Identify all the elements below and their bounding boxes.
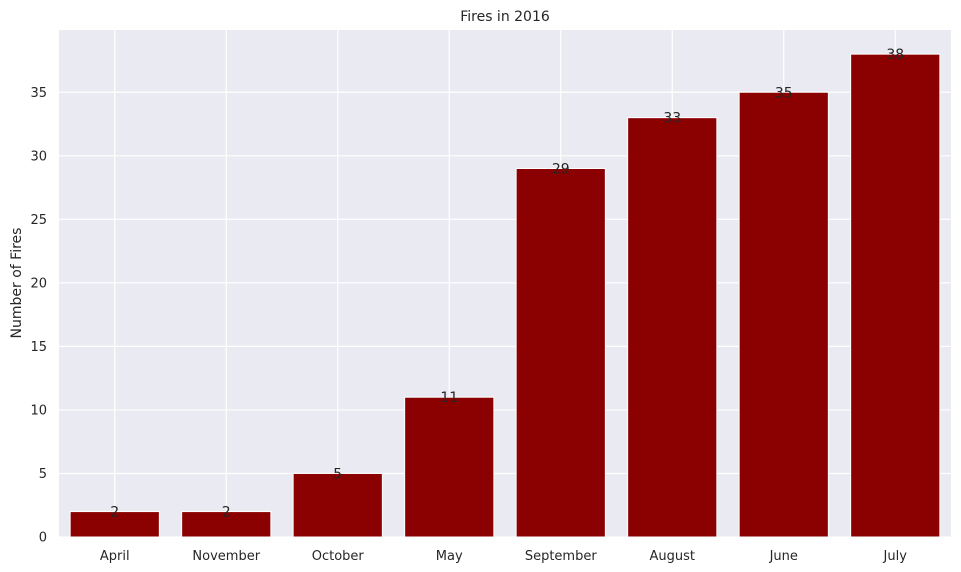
bar: [738, 91, 829, 538]
bar: [627, 117, 718, 538]
y-tick-label: 20: [30, 276, 47, 291]
x-tick-label: September: [525, 549, 598, 564]
bar: [69, 511, 160, 538]
y-tick-label: 35: [30, 86, 47, 101]
x-tick-label: June: [769, 549, 798, 564]
data-label: 11: [440, 390, 458, 406]
x-tick-label: August: [650, 549, 696, 564]
y-tick-label: 15: [30, 340, 47, 355]
data-label: 2: [222, 505, 231, 521]
data-label: 5: [333, 466, 342, 482]
data-label: 33: [663, 111, 681, 127]
bar: [515, 168, 606, 538]
bars: [69, 53, 941, 538]
data-labels: 2 2 5 11 29 33 35 38: [110, 47, 904, 520]
data-label: 38: [886, 47, 904, 63]
bar: [181, 511, 272, 538]
x-tick-label: May: [436, 549, 463, 564]
bar: [292, 472, 383, 538]
y-tick-label: 10: [30, 403, 47, 418]
y-tick-label: 25: [30, 213, 47, 228]
y-axis-label: Number of Fires: [9, 228, 25, 339]
data-label: 2: [110, 505, 119, 521]
x-tick-label: November: [192, 549, 260, 564]
x-tick-label: April: [100, 549, 130, 564]
data-label: 35: [775, 85, 793, 101]
chart-title: Fires in 2016: [460, 9, 550, 25]
y-tick-label: 0: [39, 531, 47, 546]
data-label: 29: [552, 162, 570, 178]
bar: [404, 396, 495, 538]
y-tick-label: 5: [39, 467, 47, 482]
bar: [850, 53, 941, 538]
x-tick-label: July: [883, 549, 908, 564]
x-tick-label: October: [312, 549, 365, 564]
y-tick-label: 30: [30, 149, 47, 164]
